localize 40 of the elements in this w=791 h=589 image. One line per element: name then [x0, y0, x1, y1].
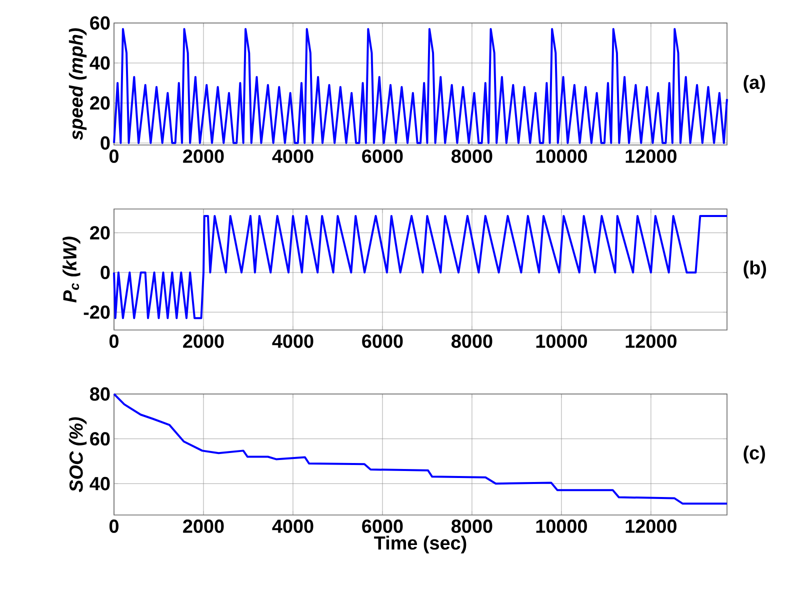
x-tick-label: 10000 [536, 150, 587, 163]
x-tick-label: 8000 [452, 520, 492, 533]
x-tick-label: 6000 [362, 520, 403, 533]
y-axis-title: speed (mph) [68, 28, 87, 140]
y-tick-label: 0 [100, 266, 110, 280]
line-series [113, 28, 728, 144]
text: (b) [744, 260, 766, 278]
x-tick-label: 12000 [626, 520, 676, 533]
text: (c) [744, 446, 765, 464]
y-tick-label: 60 [90, 16, 110, 30]
x-tick-label: 6000 [362, 334, 403, 348]
x-tick-label: 2000 [183, 334, 224, 348]
x-tick-label: 8000 [452, 334, 492, 348]
y-tick-label: 20 [90, 96, 110, 110]
x-tick-label: 0 [109, 150, 118, 163]
line-series [113, 393, 728, 505]
y-tick-label: 40 [90, 56, 110, 70]
x-tick-label: 12000 [626, 150, 676, 163]
text: (a) [744, 75, 765, 93]
y-tick-label: 80 [90, 387, 110, 401]
x-tick-label: 8000 [452, 150, 492, 163]
x-tick-label: 2000 [183, 520, 224, 533]
x-axis-title: Time (sec) [374, 536, 466, 554]
x-tick-label: 0 [109, 334, 118, 348]
x-tick-label: 2000 [183, 150, 224, 163]
y-tick-label: 40 [90, 476, 110, 490]
y-axis-title: P$_{c}$ (kW) [62, 236, 80, 303]
y-tick-label: 60 [90, 432, 110, 446]
y-tick-label: 0 [100, 136, 110, 150]
x-tick-label: 4000 [272, 334, 314, 348]
y-tick-label: -20 [84, 305, 110, 319]
x-tick-label: 10000 [536, 334, 587, 348]
x-tick-label: 12000 [626, 334, 676, 348]
y-tick-label: 20 [90, 226, 110, 240]
x-tick-label: 6000 [362, 150, 403, 163]
x-tick-label: 4000 [272, 520, 314, 533]
x-tick-label: 0 [109, 520, 118, 533]
y-axis-title: SOC (%) [68, 417, 87, 492]
x-tick-label: 4000 [272, 150, 314, 163]
x-tick-label: 10000 [536, 520, 587, 533]
